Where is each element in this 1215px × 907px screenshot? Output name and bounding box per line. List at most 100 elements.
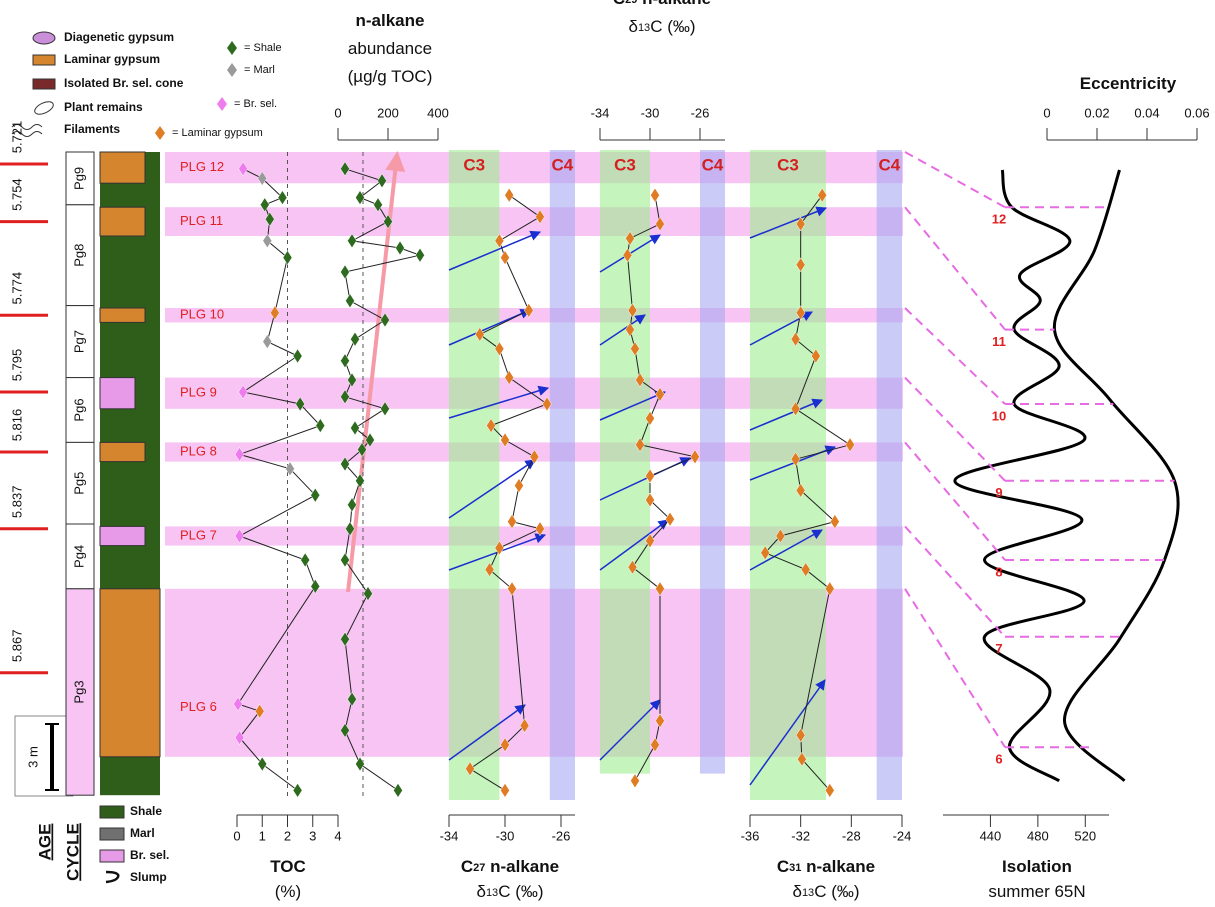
plg-label: PLG 11 [180,213,223,228]
c4-band [877,150,902,800]
axis-title-part: abundance [348,39,432,58]
axis-title-part: 13 [638,22,650,34]
axis-title-part: summer 65N [988,882,1085,901]
axis-title-part: Isolation [1002,857,1072,876]
legend-marker [217,97,227,111]
x-tick-label: 440 [980,828,1002,843]
plg-label: PLG 8 [180,443,217,458]
curve-line [1054,170,1178,781]
x-tick-label: -24 [893,828,912,843]
data-point [311,488,320,502]
data-point [278,191,287,205]
plg-label: PLG 7 [180,527,217,542]
data-point [501,251,510,265]
axis-title-part: 31 [789,862,801,874]
axis-title-part: n-alkane [801,857,875,876]
x-tick-label: 400 [427,105,449,120]
plg-label: PLG 6 [180,699,217,714]
x-tick-label: -34 [440,828,459,843]
age-label: 5.795 [9,349,24,382]
tie-line [905,589,1005,747]
axis-title-part: 13 [486,887,498,899]
cycle-label: Pg9 [71,167,86,190]
data-point [293,349,302,363]
data-point [351,332,360,346]
x-tick-label: 0.06 [1184,105,1209,120]
axis-title-part: n-alkane [637,0,711,8]
data-point [351,421,360,435]
axis-title: (%) [275,882,301,901]
swatch-shale [100,806,124,818]
axis-title-part: n-alkane [356,11,425,30]
legend-text: Marl [130,826,155,840]
icon-plant [33,99,55,117]
data-point [258,757,267,771]
icon-diagenetic [33,32,55,44]
cycle-label: CYCLE [63,823,82,881]
legend-text: Plant remains [64,100,143,114]
c3-label: C3 [614,155,636,174]
age-label: 5.837 [9,486,24,519]
c4-band [700,150,725,774]
c3-label: C3 [463,155,485,174]
axis-title-part: C (‰) [650,17,695,36]
axis-title: abundance [348,39,432,58]
swatch-slump [106,872,118,882]
lithology-layer [100,589,160,757]
data-point [501,783,510,797]
c4-label: C4 [552,155,574,174]
tie-line [905,308,1005,404]
data-point [348,498,357,512]
scale-box [15,716,73,796]
x-tick-label: 480 [1027,828,1049,843]
x-tick-label: -36 [741,828,760,843]
x-tick-label: -26 [691,105,710,120]
cycle-label: Pg3 [71,680,86,703]
c4-label: C4 [878,155,900,174]
x-tick-label: 3 [309,828,316,843]
legend-text: = Br. sel. [234,98,277,110]
axis-title: TOC [270,857,306,876]
age-label: AGE [35,824,54,861]
legend-marker [155,126,165,140]
plg-label: PLG 10 [180,307,224,322]
data-point [286,462,295,476]
cycle-label: Pg4 [71,545,86,568]
axis-title: n-alkane [356,11,425,30]
plg-label: PLG 9 [180,385,217,400]
axis-title: δ13C (‰) [792,882,859,901]
icon-laminar [33,55,55,65]
legend-text: = Laminar gypsum [172,127,263,139]
legend-text: Filaments [64,122,120,136]
swatch-marl [100,828,124,840]
axis-title-part: (µg/g TOC) [348,67,433,86]
age-label: 5.816 [9,409,24,442]
axis-title-part: 13 [802,887,814,899]
cycle-label: Pg5 [71,472,86,495]
axis-title-part: (%) [275,882,301,901]
tie-line [905,526,1005,636]
legend-text: Laminar gypsum [64,52,160,66]
x-tick-label: 0 [1043,105,1050,120]
axis-title-part: δ [628,17,637,36]
axis-title-part: δ [792,882,801,901]
x-tick-label: -30 [641,105,660,120]
x-tick-label: 0 [233,828,240,843]
cycle-label: Pg8 [71,244,86,267]
x-tick-label: 200 [377,105,399,120]
legend-text: Br. sel. [130,848,169,862]
c4-label: C4 [702,155,724,174]
data-point [293,783,302,797]
tie-line [905,207,1005,329]
tie-line [905,378,1005,481]
axis-title-part: 27 [473,862,485,874]
axis-title: summer 65N [988,882,1085,901]
data-point [316,419,325,433]
axis-title-part: C [461,857,473,876]
axis-title: Isolation [1002,857,1072,876]
data-point [394,783,403,797]
x-tick-label: -26 [552,828,571,843]
x-tick-label: 4 [334,828,341,843]
x-tick-label: 1 [259,828,266,843]
x-tick-label: 0.04 [1134,105,1159,120]
